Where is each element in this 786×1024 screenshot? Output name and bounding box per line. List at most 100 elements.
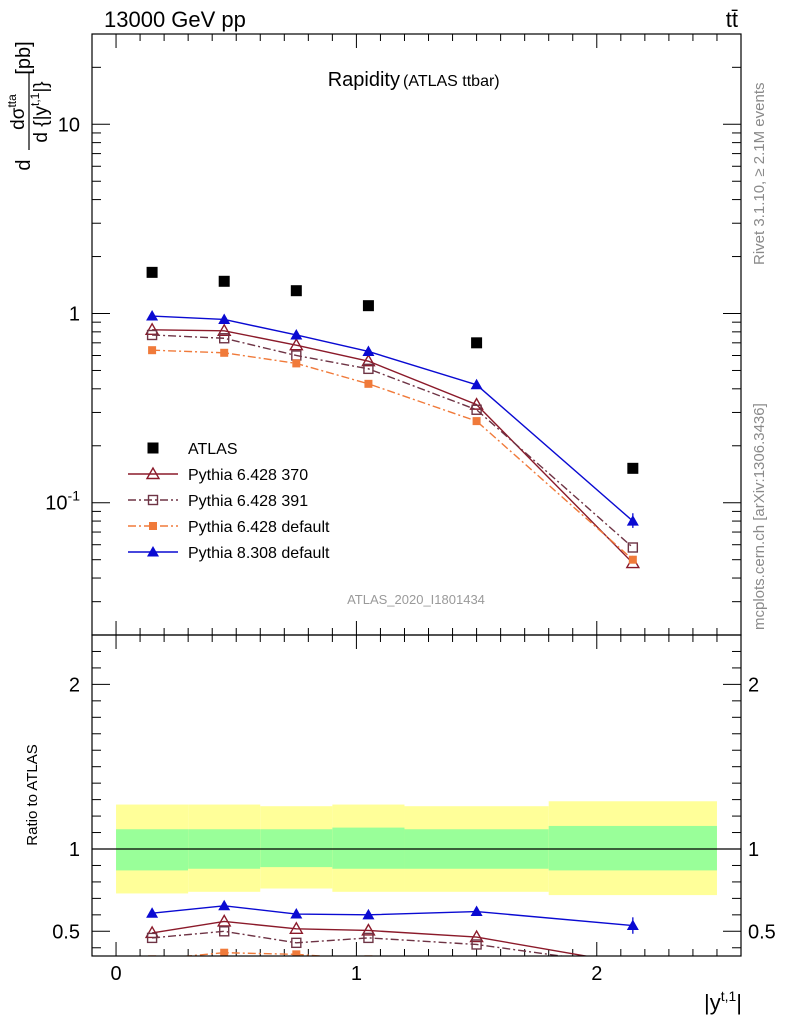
y-tick-label-ratio-right: 0.5	[748, 921, 776, 943]
data-point	[627, 462, 639, 474]
y-tick-label-ratio: 0.5	[52, 921, 80, 943]
ratio-panel: 0.5 0.5 1 1 2 2 0 1 2 Ratio to ATLAS |yt,1|	[24, 634, 776, 1015]
data-point	[629, 964, 637, 972]
legend-entry: Pythia 8.308 default	[128, 545, 330, 562]
data-point	[364, 379, 373, 388]
data-point	[216, 323, 232, 337]
data-point	[291, 937, 302, 949]
y-label-denominator: d {|yt,1|}	[28, 81, 52, 142]
watermark: ATLAS_2020_I1801434	[347, 592, 485, 607]
data-point	[628, 555, 637, 564]
legend-marker	[145, 466, 161, 480]
chart-subtitle: (ATLAS ttbar)	[403, 73, 500, 90]
uncertainty-band-inner	[260, 829, 333, 868]
y-label-unit: [pb]	[13, 41, 35, 74]
data-point	[146, 329, 158, 341]
data-point	[469, 397, 484, 410]
data-point	[219, 926, 230, 937]
series-line	[151, 920, 590, 956]
series-ratio-3	[146, 899, 639, 931]
side-mcplots: mcplots.cern.ch [arXiv:1306.3436]	[751, 403, 768, 630]
data-point	[470, 378, 483, 390]
data-point	[218, 313, 231, 324]
legend-entry: Pythia 6.428 391	[128, 493, 308, 510]
y-label-prefix: d	[13, 159, 35, 170]
data-point	[361, 353, 376, 367]
header-left: 13000 GeV pp	[104, 7, 246, 32]
series-main-2	[146, 329, 639, 553]
data-point	[627, 958, 639, 969]
y-tick-label-main: 10	[58, 114, 80, 136]
legend-label: ATLAS	[188, 441, 238, 458]
legend-label: Pythia 6.428 default	[188, 519, 330, 536]
data-point	[469, 929, 484, 943]
series-line	[152, 349, 634, 561]
data-point	[218, 275, 230, 287]
data-point	[361, 923, 376, 936]
x-tick-label: 1	[351, 963, 362, 985]
data-point	[220, 348, 229, 357]
y-axis-label-ratio: Ratio to ATLAS	[24, 744, 41, 845]
ratio-frame	[91, 634, 742, 957]
data-point	[363, 363, 374, 375]
legend-entry: ATLAS	[147, 441, 238, 458]
x-axis-label: |yt,1|	[704, 988, 742, 1015]
data-point	[471, 939, 482, 950]
series-line	[180, 952, 331, 956]
data-point	[362, 345, 375, 356]
y-tick-label-main: 1	[69, 304, 80, 326]
y-label-numerator: dσtta	[5, 94, 29, 130]
data-point	[473, 960, 481, 968]
y-tick-label-main: 10-1	[45, 488, 80, 515]
series-line	[152, 930, 566, 956]
data-point	[146, 266, 158, 278]
series-main-3	[148, 346, 637, 564]
series-main-0	[146, 266, 639, 474]
series-line	[152, 905, 633, 927]
chart-title: Rapidity	[328, 69, 400, 91]
data-point	[363, 932, 374, 944]
data-point	[146, 310, 159, 321]
main-panel: 10-1 1 10 Rapidity (ATLAS ttbar) ATLAS_202…	[5, 33, 742, 636]
header-right: tt̄	[726, 7, 738, 32]
uncertainty-band-inner	[332, 827, 405, 869]
x-tick-label: 2	[591, 963, 602, 985]
y-tick-label-ratio-right: 1	[748, 839, 759, 861]
data-point	[471, 404, 482, 415]
y-tick-label-ratio: 1	[69, 839, 80, 861]
data-point	[144, 322, 160, 336]
data-point	[628, 961, 637, 970]
legend-entry: Pythia 6.428 default	[128, 519, 330, 536]
series-line	[152, 329, 634, 564]
data-point	[219, 333, 230, 344]
legend-label: Pythia 8.308 default	[188, 545, 330, 562]
series-main-1	[144, 322, 641, 569]
legend-label: Pythia 6.428 391	[188, 493, 308, 510]
data-point	[148, 346, 157, 355]
data-point	[292, 950, 301, 956]
data-point	[289, 921, 304, 935]
legend-marker	[147, 442, 159, 454]
legend-marker	[147, 494, 159, 506]
data-point	[220, 948, 229, 956]
x-axis-label-text: |yt,1|	[704, 988, 742, 1015]
legend: ATLAS Pythia 6.428 370 Pythia 6.428 391 Pyt…	[128, 441, 330, 562]
data-point	[292, 359, 301, 368]
series-line	[152, 315, 634, 522]
data-point	[627, 542, 639, 553]
legend-marker	[147, 546, 159, 557]
data-point	[216, 914, 232, 927]
data-point	[146, 932, 158, 944]
legend-marker	[149, 522, 157, 530]
series-ratio-1	[146, 926, 637, 970]
data-point	[471, 337, 483, 349]
x-tick-label: 0	[110, 963, 121, 985]
series-ratio-0	[144, 914, 639, 969]
uncertainty-band-inner	[548, 825, 717, 871]
data-point	[289, 337, 304, 351]
side-rivet: Rivet 3.1.10, ≥ 2.1M events	[751, 83, 768, 266]
legend-entry: Pythia 6.428 370	[128, 466, 308, 484]
uncertainty-band-inner	[116, 829, 189, 871]
data-point	[290, 285, 302, 297]
